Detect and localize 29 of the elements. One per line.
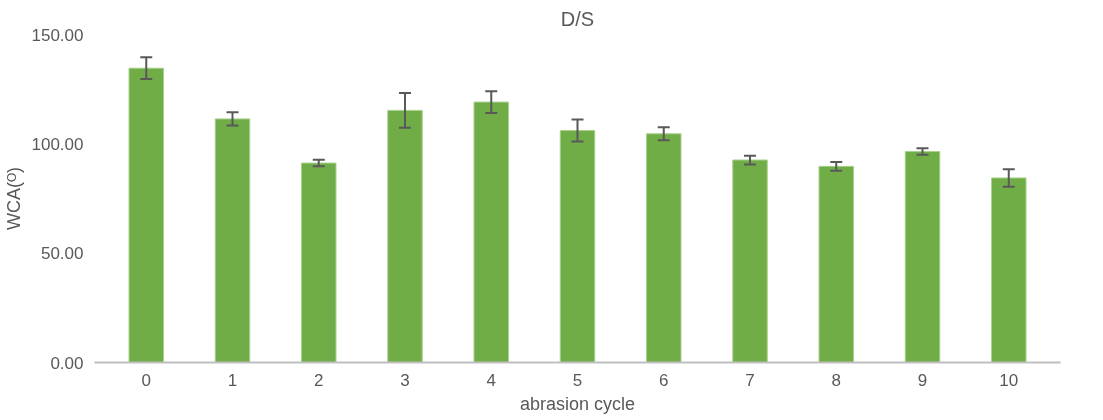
x-tick-label: 0 [141, 370, 151, 390]
bar [904, 150, 941, 363]
bar [128, 67, 164, 363]
x-tick-label: 10 [999, 370, 1019, 390]
bar [818, 165, 854, 363]
x-tick-label: 4 [486, 370, 496, 390]
bar [214, 118, 251, 363]
y-tick-label: 100.00 [31, 134, 84, 154]
bar [301, 162, 337, 363]
chart-title: D/S [560, 7, 595, 30]
x-tick-label: 9 [917, 370, 928, 390]
bar [646, 133, 682, 363]
x-tick-label: 1 [227, 370, 238, 390]
x-tick-label: 8 [831, 370, 841, 390]
y-axis-title: WCA(ᴼ) [3, 166, 24, 231]
y-tick-label: 50.00 [40, 244, 84, 264]
bar [387, 109, 423, 363]
x-tick-label: 7 [745, 370, 755, 390]
x-tick-label: 5 [572, 370, 583, 390]
bar [991, 177, 1027, 363]
x-tick-label: 3 [400, 370, 410, 390]
x-axis-title: abrasion cycle [519, 393, 636, 414]
x-tick-label: 2 [314, 370, 324, 390]
x-tick-label: 6 [659, 370, 669, 390]
y-tick-label: 0.00 [50, 353, 84, 373]
bar [473, 101, 509, 363]
bar [559, 129, 596, 363]
bar [732, 159, 768, 363]
y-tick-label: 150.00 [31, 25, 84, 45]
